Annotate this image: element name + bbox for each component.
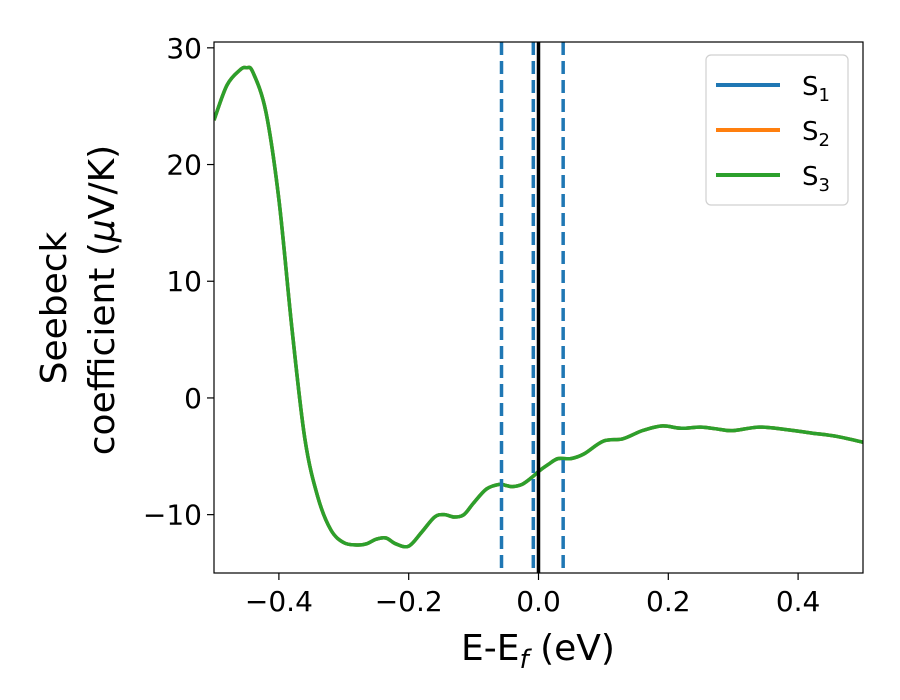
y-axis-label-line1: Seebeck [34, 231, 75, 384]
series-line-s3 [214, 65, 863, 549]
x-tick-label: −0.2 [375, 585, 443, 618]
x-axis-label-unit: (eV) [529, 628, 615, 669]
legend-entry-s3: S3 [716, 162, 830, 196]
legend-label-s1: S1 [802, 72, 830, 106]
x-tick-label: −0.4 [245, 585, 313, 618]
x-tick-label: 0.0 [516, 585, 561, 618]
y-axis-label-coefficient: coefficient ( [82, 242, 123, 455]
y-axis-label-mu: μ [82, 219, 123, 243]
x-axis-label: E-Ef (eV) [461, 628, 615, 675]
x-axis-label-main: E-E [461, 628, 519, 669]
legend-label-s2: S2 [802, 117, 830, 151]
legend-entry-s1: S1 [716, 72, 830, 106]
y-tick-label: 30 [166, 32, 202, 65]
x-tick-label: 0.4 [776, 585, 821, 618]
y-tick-label: −10 [143, 499, 202, 532]
y-axis-label-unit: V/K) [82, 145, 123, 219]
plot-area [214, 42, 863, 573]
x-tick-label: 0.2 [646, 585, 691, 618]
y-tick-label: 0 [184, 382, 202, 415]
y-axis-label-line2: coefficient (μV/K) [82, 145, 123, 455]
legend-entry-s2: S2 [716, 117, 830, 151]
plot-content [214, 42, 863, 573]
y-tick-label: 20 [166, 149, 202, 182]
legend: S1 S2 S3 [705, 54, 849, 206]
axes: −0.4 −0.2 0.0 0.2 0.4 −10 0 10 20 30 [143, 32, 864, 618]
y-tick-label: 10 [166, 265, 202, 298]
legend-label-s3: S3 [802, 162, 830, 196]
